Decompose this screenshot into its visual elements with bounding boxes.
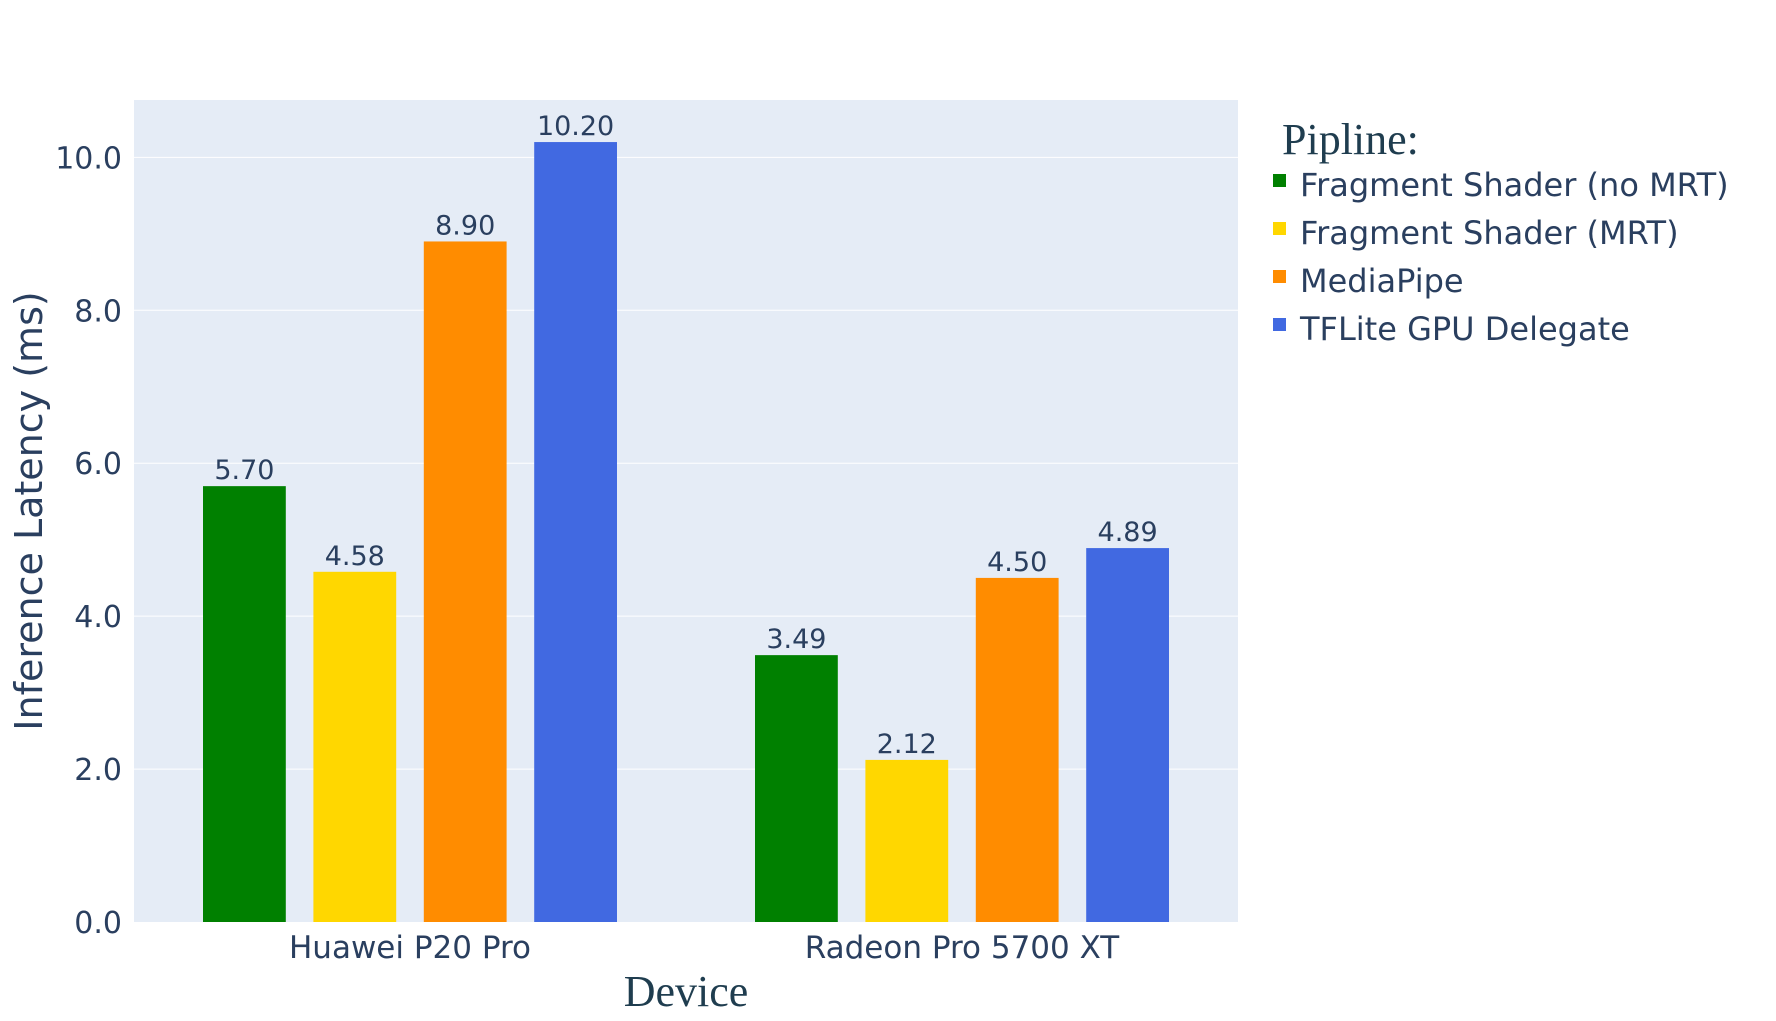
x-axis-title: Device — [624, 967, 749, 1016]
bar-value-label: 2.12 — [877, 729, 937, 760]
bar — [1086, 548, 1169, 922]
legend-label: Fragment Shader (MRT) — [1300, 214, 1679, 252]
legend-label: Fragment Shader (no MRT) — [1300, 166, 1729, 204]
bar-value-label: 5.70 — [214, 455, 274, 486]
bar — [423, 241, 507, 923]
bar — [975, 577, 1059, 922]
y-tick-label: 4.0 — [74, 600, 122, 635]
y-tick-label: 6.0 — [74, 447, 122, 482]
bar-value-label: 8.90 — [435, 210, 495, 241]
bar — [865, 759, 949, 922]
bar — [534, 142, 617, 923]
bar-value-label: 4.58 — [325, 541, 385, 572]
legend-label: MediaPipe — [1300, 262, 1464, 300]
x-axis-ticks: Huawei P20 Pro Radeon Pro 5700 XT — [289, 930, 1120, 966]
bar-value-label: 4.50 — [987, 547, 1047, 578]
legend-swatch — [1273, 318, 1286, 331]
legend-swatch — [1273, 270, 1286, 283]
bars — [203, 142, 1169, 923]
y-tick-label: 0.0 — [74, 906, 122, 941]
bar-value-label: 10.20 — [537, 111, 614, 142]
bar-value-label: 4.89 — [1098, 517, 1158, 548]
x-tick-label: Huawei P20 Pro — [289, 930, 531, 966]
bar — [755, 655, 838, 922]
y-axis-title: Inference Latency (ms) — [7, 291, 51, 730]
legend-label: TFLite GPU Delegate — [1299, 310, 1630, 348]
legend-items: Fragment Shader (no MRT) Fragment Shader … — [1273, 166, 1729, 348]
bar — [313, 571, 397, 922]
legend-swatch — [1273, 174, 1286, 187]
plot-area-background — [134, 100, 1238, 922]
y-tick-label: 2.0 — [74, 753, 122, 788]
legend-title: Pipline: — [1282, 115, 1419, 164]
bar — [203, 486, 286, 922]
data-labels: 5.70 4.58 8.90 10.20 3.49 2.12 4.50 4.89 — [214, 111, 1157, 760]
y-axis-ticks: 0.0 2.0 4.0 6.0 8.0 10.0 — [55, 141, 122, 941]
y-tick-label: 10.0 — [55, 141, 122, 176]
bar-value-label: 3.49 — [766, 624, 826, 655]
y-tick-label: 8.0 — [74, 294, 122, 329]
legend-swatch — [1273, 222, 1286, 235]
legend: Pipline: Fragment Shader (no MRT)Fragmen… — [1273, 115, 1729, 348]
x-tick-label: Radeon Pro 5700 XT — [805, 930, 1121, 966]
